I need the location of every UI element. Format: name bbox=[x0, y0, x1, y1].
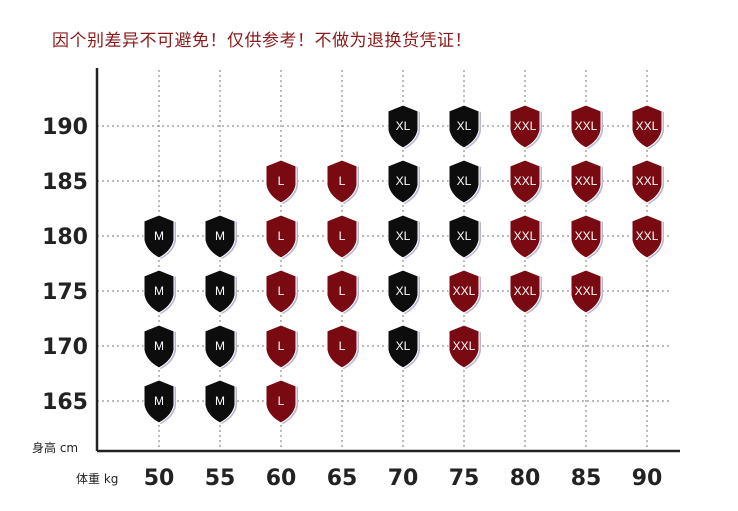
size-badge-label: XL bbox=[396, 284, 411, 298]
x-axis-label: 体重 kg bbox=[76, 472, 118, 486]
size-badge bbox=[387, 269, 419, 314]
size-badge-label: L bbox=[339, 339, 346, 353]
size-badge bbox=[204, 379, 236, 424]
size-badge-label: XXL bbox=[636, 229, 659, 243]
size-badge bbox=[448, 159, 480, 204]
size-badge bbox=[265, 214, 297, 259]
size-badge-label: L bbox=[339, 174, 346, 188]
size-badge-label: L bbox=[278, 174, 285, 188]
size-badge bbox=[204, 269, 236, 314]
y-tick-label: 185 bbox=[42, 170, 88, 195]
size-badge bbox=[570, 269, 602, 314]
y-tick-label: 180 bbox=[42, 225, 88, 250]
x-tick-label: 60 bbox=[266, 466, 297, 491]
size-badge-label: M bbox=[154, 284, 164, 298]
size-badge bbox=[265, 269, 297, 314]
size-badge-label: XXL bbox=[636, 119, 659, 133]
x-tick-label: 75 bbox=[449, 466, 480, 491]
size-badge-label: XXL bbox=[514, 174, 537, 188]
size-badge-label: XXL bbox=[575, 174, 598, 188]
size-badge bbox=[326, 159, 358, 204]
size-badge bbox=[265, 324, 297, 369]
size-badge-label: L bbox=[339, 284, 346, 298]
size-badge-label: M bbox=[154, 394, 164, 408]
x-tick-label: 50 bbox=[144, 466, 175, 491]
size-badge-label: M bbox=[154, 339, 164, 353]
y-axis-label: 身高 cm bbox=[32, 440, 78, 455]
x-tick-label: 90 bbox=[632, 466, 663, 491]
size-badge bbox=[570, 214, 602, 259]
size-badge bbox=[204, 324, 236, 369]
size-badge-label: XL bbox=[396, 229, 411, 243]
size-badge-label: XXL bbox=[636, 174, 659, 188]
size-badge bbox=[387, 324, 419, 369]
y-tick-label: 170 bbox=[42, 335, 88, 360]
size-badge bbox=[265, 379, 297, 424]
size-badge bbox=[509, 269, 541, 314]
size-badge-label: XL bbox=[396, 119, 411, 133]
size-badge bbox=[326, 324, 358, 369]
size-badge bbox=[326, 214, 358, 259]
size-badge-label: L bbox=[339, 229, 346, 243]
size-badge-label: XXL bbox=[575, 229, 598, 243]
size-badge bbox=[448, 214, 480, 259]
size-badge-label: L bbox=[278, 284, 285, 298]
size-badge bbox=[570, 104, 602, 149]
size-badge-label: XXL bbox=[575, 119, 598, 133]
disclaimer-notice: 因个别差异不可避免！仅供参考！不做为退换货凭证！ bbox=[52, 31, 472, 51]
size-badge-label: M bbox=[215, 284, 225, 298]
size-badge bbox=[143, 269, 175, 314]
size-badge-label: M bbox=[215, 394, 225, 408]
size-badge bbox=[387, 159, 419, 204]
size-badge-label: XL bbox=[396, 339, 411, 353]
size-badge-label: XXL bbox=[575, 284, 598, 298]
size-badge-label: XL bbox=[457, 174, 472, 188]
size-badge bbox=[265, 159, 297, 204]
y-tick-label: 175 bbox=[42, 280, 88, 305]
size-badge bbox=[143, 214, 175, 259]
size-badge-label: M bbox=[154, 229, 164, 243]
size-badge-label: L bbox=[278, 339, 285, 353]
size-badge-label: XL bbox=[457, 229, 472, 243]
x-tick-label: 80 bbox=[510, 466, 541, 491]
size-badge-label: L bbox=[278, 394, 285, 408]
size-badge bbox=[509, 159, 541, 204]
size-badge-label: XL bbox=[457, 119, 472, 133]
size-badge-label: XXL bbox=[453, 284, 476, 298]
x-tick-label: 70 bbox=[388, 466, 419, 491]
size-badge bbox=[448, 104, 480, 149]
size-badge bbox=[448, 324, 480, 369]
x-tick-label: 65 bbox=[327, 466, 358, 491]
size-badge-label: XXL bbox=[514, 229, 537, 243]
size-badge bbox=[631, 159, 663, 204]
size-badge-label: L bbox=[278, 229, 285, 243]
y-tick-label: 165 bbox=[42, 390, 88, 415]
size-badge bbox=[143, 379, 175, 424]
size-badge-label: M bbox=[215, 229, 225, 243]
size-badge-label: XXL bbox=[514, 284, 537, 298]
size-badge bbox=[326, 269, 358, 314]
size-badge bbox=[570, 159, 602, 204]
size-badge bbox=[631, 104, 663, 149]
size-badge bbox=[631, 214, 663, 259]
size-badge-label: M bbox=[215, 339, 225, 353]
size-badge-label: XL bbox=[396, 174, 411, 188]
size-badge bbox=[387, 104, 419, 149]
x-tick-label: 55 bbox=[205, 466, 236, 491]
size-badge bbox=[448, 269, 480, 314]
size-badge bbox=[387, 214, 419, 259]
size-badge bbox=[143, 324, 175, 369]
y-tick-label: 190 bbox=[42, 115, 88, 140]
x-tick-label: 85 bbox=[571, 466, 602, 491]
size-badge-label: XXL bbox=[453, 339, 476, 353]
size-badge bbox=[509, 104, 541, 149]
size-badge-label: XXL bbox=[514, 119, 537, 133]
size-badge bbox=[509, 214, 541, 259]
size-badge bbox=[204, 214, 236, 259]
